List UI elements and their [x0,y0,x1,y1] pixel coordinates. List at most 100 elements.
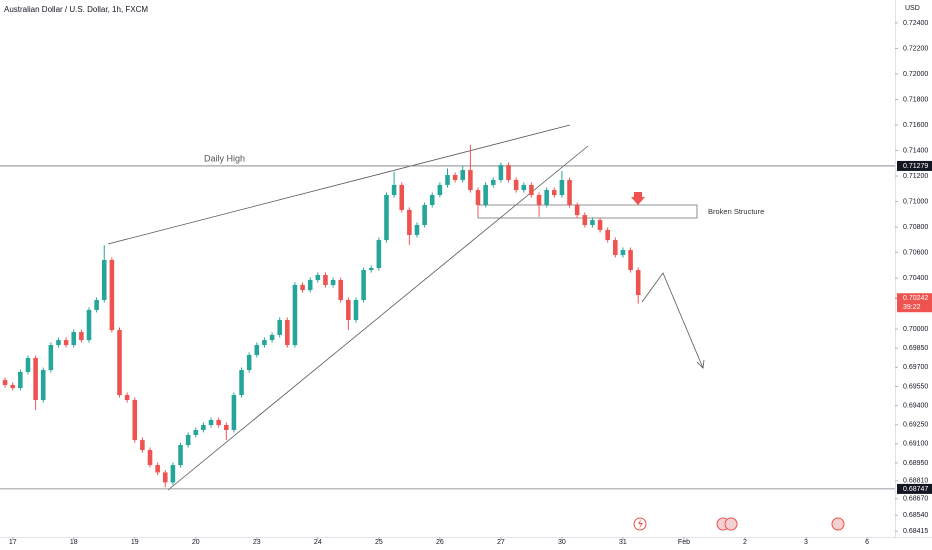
y-tick-label: 0.71600 [903,122,928,129]
candle-body [468,170,473,191]
candle-body [246,354,252,371]
y-tick-label: 0.68810 [903,478,928,485]
candle-body [79,332,84,341]
candle-body [101,259,107,301]
candle-body [513,179,519,191]
candle-body [18,371,23,389]
candle-body [422,204,427,226]
event-icon [724,517,738,531]
x-tick-label: 2 [743,539,747,546]
candle-body [269,334,275,341]
candle-body [117,329,122,396]
candle-body [590,220,595,226]
candle-body [605,229,610,241]
candle-body [559,179,565,196]
candle-body [285,320,290,346]
trend-line-lower [167,145,589,491]
candle-body [521,184,527,191]
candle-body [490,179,496,185]
candle-body [552,190,557,196]
level-label: 0.71279 [903,163,928,170]
candle-body [277,320,282,335]
x-tick-label: 18 [70,539,78,546]
candle-body [353,300,359,321]
candle-body [109,259,115,330]
x-tick-label: 3 [804,539,808,546]
projection-path [641,272,704,369]
x-tick-label: 31 [619,539,627,546]
y-tick-label: 0.70600 [903,249,928,256]
y-tick-label: 0.71800 [903,96,928,103]
y-tick-label: 0.69700 [903,364,928,371]
candle-body [414,225,420,235]
event-icons [633,517,845,531]
candle-body [399,184,405,210]
x-tick-label: 19 [131,539,139,546]
level-label-box [897,483,932,494]
x-tick-label: 30 [558,539,566,546]
x-tick-label: 25 [375,539,383,546]
x-tick-label: Feb [678,539,690,546]
candle-body [231,395,237,430]
candle-body [452,175,458,180]
candle-body [94,300,99,310]
y-tick-label: 0.71200 [903,173,928,180]
candle-body [162,472,168,483]
candle-body [529,184,534,196]
candle-body [376,240,382,268]
candle-body [368,267,374,271]
candle-body [292,284,298,346]
candle-body [224,425,229,430]
candle-body [124,395,130,401]
chart-title: Australian Dollar / U.S. Dollar, 1h, FXC… [4,5,148,14]
candle-body [147,450,153,466]
candle-body [635,270,641,296]
x-tick-label: 23 [253,539,261,546]
candle-body [315,275,321,280]
candle-body [193,429,199,435]
last-price-label: 0.70242 [903,295,928,302]
candle-body [544,190,549,205]
y-tick-label: 0.71000 [903,198,928,205]
y-tick-label: 0.69250 [903,422,928,429]
candle-body [574,204,580,216]
candle-body [437,184,443,196]
candle-body [33,358,38,401]
candle-body [48,345,54,371]
x-tick-label: 6 [865,539,869,546]
candle-body [63,340,69,346]
y-tick-label: 0.71400 [903,147,928,154]
x-tick-label: 26 [436,539,444,546]
candle-body [262,340,267,346]
y-tick-label: 0.69400 [903,402,928,409]
candle-body [330,279,336,285]
candle-body [361,270,366,301]
candle-body [300,284,305,291]
y-tick-label: 0.68415 [903,528,928,535]
event-icon-bolt [638,519,643,529]
candle-body [536,195,542,205]
candle-body [216,420,221,426]
trend-line-upper [107,124,571,245]
y-tick-label: 0.69850 [903,345,928,352]
candle-body [71,332,77,346]
candle-body [25,358,31,372]
candle-body [597,220,603,230]
candle-body [10,384,16,389]
countdown-label: 39:22 [903,304,921,311]
candle-body [2,380,8,385]
x-tick-label: 27 [497,539,505,546]
y-tick-label: 0.72400 [903,20,928,27]
x-tick-label: 24 [314,539,322,546]
candle-body [132,400,138,441]
candle-body [460,170,466,180]
candle-body [307,279,313,291]
axis-unit: USD [905,5,920,12]
candle-body [155,465,160,473]
candle-body [170,465,176,483]
y-tick-label: 0.68670 [903,496,928,503]
candle-body [178,445,183,466]
candle-body [620,250,626,255]
candle-body [140,440,145,451]
